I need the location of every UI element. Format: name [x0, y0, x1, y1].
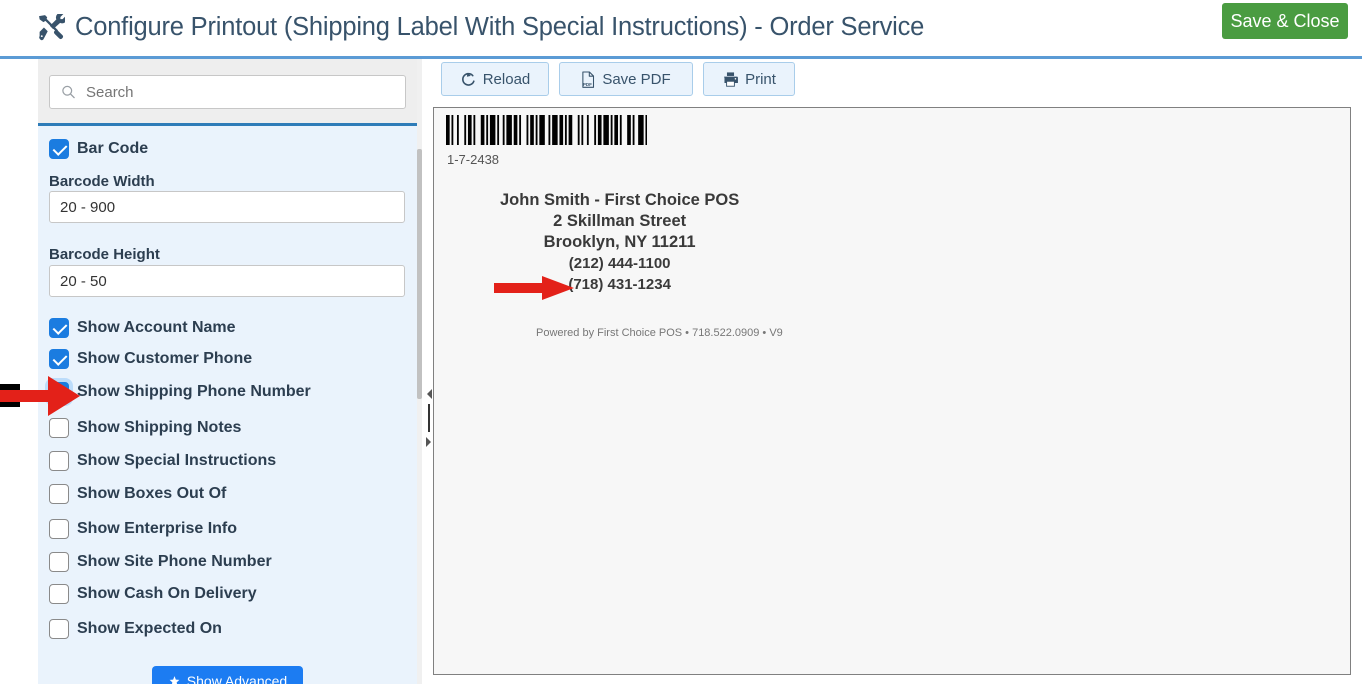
svg-text:PDF: PDF: [583, 81, 592, 86]
